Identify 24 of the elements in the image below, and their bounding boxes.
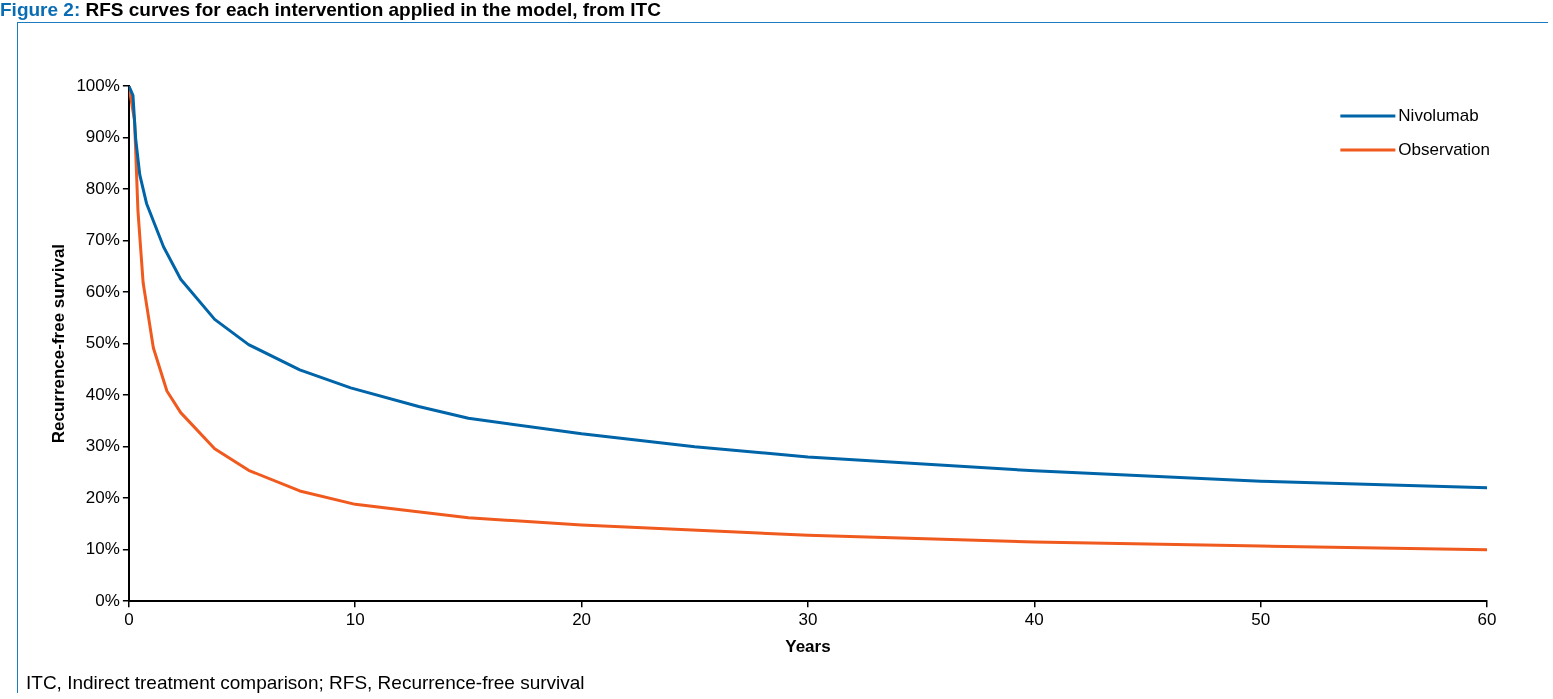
x-tick-label: 40 <box>1024 610 1044 630</box>
y-tick-label: 80% <box>85 178 120 198</box>
y-tick-label: 100% <box>76 75 120 95</box>
y-tick-label: 60% <box>85 281 120 301</box>
chart-title: Figure 2: RFS curves for each intervention applied in the model, from ITC <box>0 0 661 20</box>
y-tick-label: 50% <box>85 333 120 353</box>
y-tick-label: 90% <box>85 127 120 147</box>
text: ITC, Indirect treatment comparison; RFS, Recurrence-free survival <box>26 672 585 694</box>
x-tick-label: 20 <box>572 610 592 630</box>
y-tick-label: 10% <box>85 539 120 559</box>
y-tick-label: 20% <box>85 487 120 507</box>
x-tick-label: 30 <box>798 610 818 630</box>
legend-label: Observation <box>1398 139 1491 159</box>
y-tick-label: 30% <box>85 436 120 456</box>
y-tick-label: 40% <box>85 384 120 404</box>
y-tick-label: 0% <box>95 590 120 610</box>
y-tick-label: 70% <box>85 230 120 250</box>
x-tick-label: 0 <box>124 610 134 630</box>
y-axis-title: Recurrence-free survival <box>48 243 68 444</box>
x-tick-label: 10 <box>345 610 365 630</box>
legend-label: Nivolumab <box>1398 105 1479 125</box>
x-axis-title: Years <box>785 637 831 657</box>
x-tick-label: 50 <box>1251 610 1271 630</box>
x-tick-label: 60 <box>1477 610 1497 630</box>
